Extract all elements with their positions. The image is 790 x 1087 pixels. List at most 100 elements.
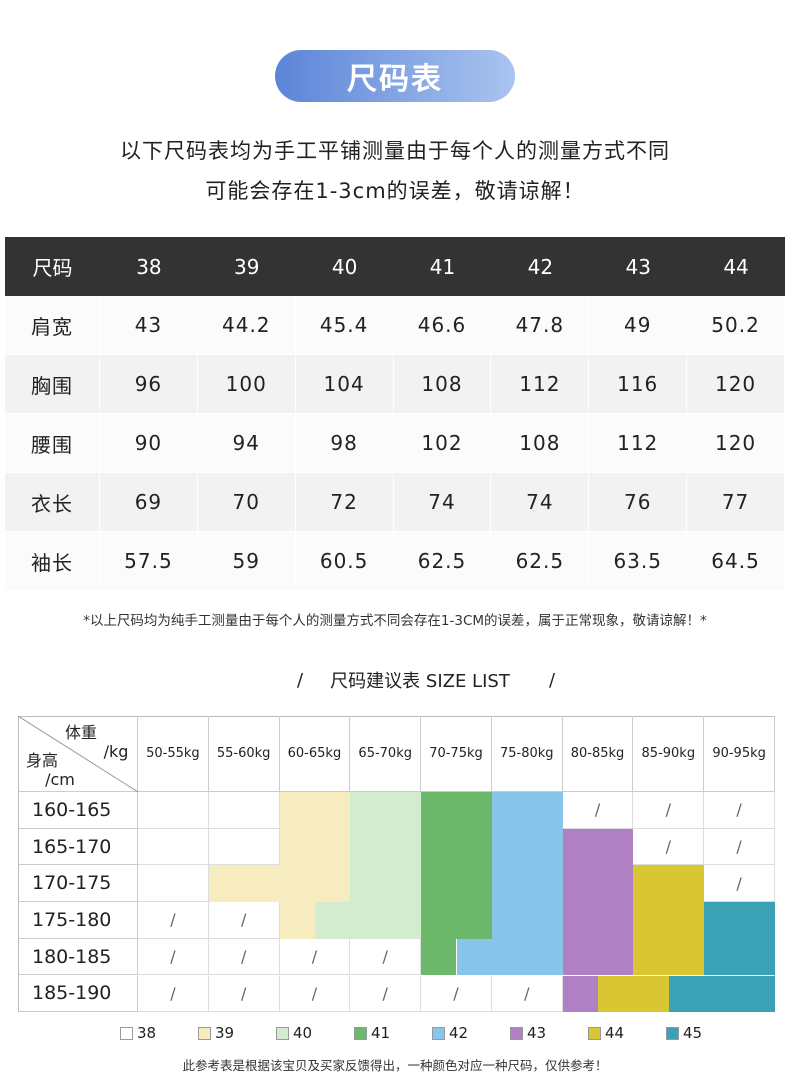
slash-cell: / xyxy=(138,938,209,976)
size-cell-half xyxy=(456,938,492,976)
size-cell xyxy=(421,865,492,903)
table-cell: 77 xyxy=(687,473,785,532)
legend-swatch xyxy=(588,1027,601,1040)
table-cell: 59 xyxy=(197,532,296,591)
size-cell xyxy=(279,828,351,866)
table-cell: 112 xyxy=(589,414,688,473)
corner-label: /kg xyxy=(103,741,129,761)
table-cell: 46.6 xyxy=(393,296,492,355)
size-cell xyxy=(279,865,351,903)
table-cell: 98 xyxy=(295,414,394,473)
height-label: 165-170 xyxy=(18,828,138,866)
legend-label: 42 xyxy=(449,1024,469,1042)
title-slash: / xyxy=(548,669,556,691)
size-cell xyxy=(138,865,209,903)
size-cell xyxy=(633,938,705,976)
weight-label: 80-85kg xyxy=(562,716,634,792)
weight-label: 65-70kg xyxy=(350,716,422,792)
table-cell: 45.4 xyxy=(295,296,394,355)
slash-cell: / xyxy=(633,828,705,866)
table-cell: 74 xyxy=(491,473,590,532)
header-cell: 39 xyxy=(197,237,296,296)
legend-swatch xyxy=(354,1027,367,1040)
slash-cell: / xyxy=(208,902,280,939)
height-label: 185-190 xyxy=(18,975,138,1013)
table-cell: 49 xyxy=(589,296,688,355)
corner-diagonal xyxy=(18,716,138,792)
title-slash: / xyxy=(296,669,304,691)
weight-label: 85-90kg xyxy=(633,716,705,792)
header-cell: 41 xyxy=(393,237,492,296)
table-cell: 肩宽 xyxy=(5,296,100,355)
size-cell xyxy=(704,938,775,976)
table-cell: 胸围 xyxy=(5,355,100,414)
size-cell xyxy=(421,792,492,829)
size-cell xyxy=(350,902,422,939)
size-cell-half xyxy=(668,975,705,1013)
slash-cell: / xyxy=(208,938,280,976)
height-label: 175-180 xyxy=(18,902,138,939)
legend-swatch xyxy=(120,1027,133,1040)
slash-cell: / xyxy=(279,938,351,976)
legend-label: 44 xyxy=(605,1024,625,1042)
header-cell: 43 xyxy=(589,237,688,296)
size-cell xyxy=(138,792,209,829)
table-cell: 112 xyxy=(491,355,590,414)
legend-swatch xyxy=(510,1027,523,1040)
legend-label: 39 xyxy=(215,1024,235,1042)
slash-cell: / xyxy=(562,792,634,829)
size-cell xyxy=(350,828,422,866)
slash-cell: / xyxy=(421,975,492,1013)
table-cell: 57.5 xyxy=(100,532,198,591)
table-cell: 74 xyxy=(393,473,492,532)
footnote: *以上尺码均为纯手工测量由于每个人的测量方式不同会存在1-3CM的误差，属于正常… xyxy=(83,613,707,629)
legend-swatch xyxy=(432,1027,445,1040)
size-cell xyxy=(421,828,492,866)
legend-label: 38 xyxy=(137,1024,157,1042)
table-cell: 120 xyxy=(687,355,785,414)
note: 可能会存在1-3cm的误差，敬请谅解！ xyxy=(205,179,585,203)
header-cell: 尺码 xyxy=(5,237,100,296)
corner-cell xyxy=(18,716,138,792)
note: 以下尺码表均为手工平铺测量由于每个人的测量方式不同 xyxy=(120,139,670,163)
slash-cell: / xyxy=(279,975,351,1013)
table-cell: 76 xyxy=(589,473,688,532)
size-cell xyxy=(350,865,422,903)
corner-label: /cm xyxy=(45,769,75,789)
header-cell: 40 xyxy=(295,237,394,296)
table-cell: 60.5 xyxy=(295,532,394,591)
table-cell: 69 xyxy=(100,473,198,532)
size-cell xyxy=(704,975,775,1013)
table-cell: 63.5 xyxy=(589,532,688,591)
table-cell: 50.2 xyxy=(687,296,785,355)
diagonal xyxy=(18,716,138,792)
title-pill: 尺码表 xyxy=(275,50,515,102)
note: 此参考表是根据该宝贝及买家反馈得出，一种颜色对应一种尺码，仅供参考！ xyxy=(182,1057,608,1073)
table-cell: 72 xyxy=(295,473,394,532)
header-cell: 42 xyxy=(491,237,590,296)
table-cell: 衣长 xyxy=(5,473,100,532)
corner-label: 身高 xyxy=(25,751,58,770)
size-cell-half xyxy=(598,975,634,1013)
size-cell xyxy=(491,828,563,866)
header-cell: 38 xyxy=(100,237,198,296)
table-cell: 116 xyxy=(589,355,688,414)
size-cell xyxy=(633,902,705,939)
slash-cell: / xyxy=(704,792,775,829)
suggest-title: 尺码建议表 SIZE LIST xyxy=(330,671,510,692)
legend-swatch xyxy=(198,1027,211,1040)
legend-label: 43 xyxy=(527,1024,547,1042)
size-cell-half xyxy=(633,975,669,1013)
table-cell: 袖长 xyxy=(5,532,100,591)
size-cell xyxy=(562,938,634,976)
height-label: 160-165 xyxy=(18,792,138,829)
table-cell: 96 xyxy=(100,355,198,414)
size-cell xyxy=(491,792,563,829)
slash-cell: / xyxy=(138,902,209,939)
weight-label: 55-60kg xyxy=(208,716,280,792)
table-cell: 43 xyxy=(100,296,198,355)
size-cell xyxy=(562,902,634,939)
weight-label: 75-80kg xyxy=(491,716,563,792)
table-cell: 102 xyxy=(393,414,492,473)
